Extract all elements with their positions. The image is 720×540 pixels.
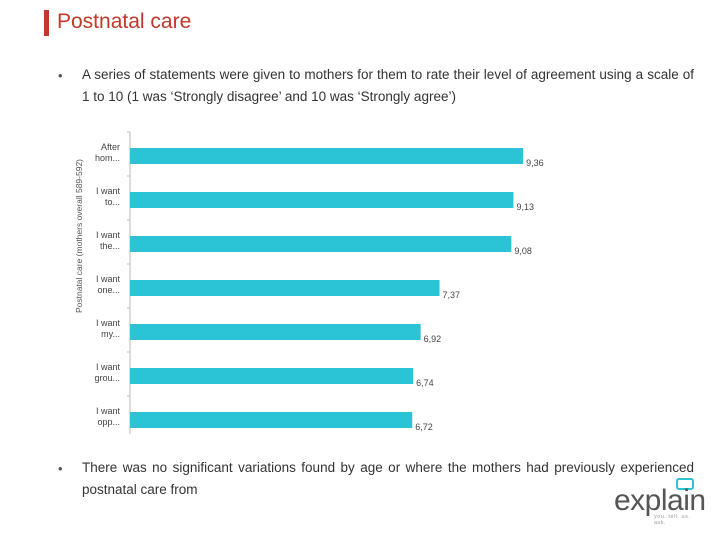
bar: [130, 148, 524, 164]
bullet-statement-findings: There was no significant variations foun…: [82, 460, 694, 497]
value-label: 6,74: [416, 378, 434, 388]
bar: [130, 412, 413, 428]
category-label: I want one...: [96, 274, 121, 295]
category-label: I want opp...: [96, 406, 121, 427]
bar: [130, 368, 414, 384]
title-accent-bar: [44, 10, 49, 36]
category-label: I want the...: [96, 230, 121, 251]
bar: [130, 192, 514, 208]
bullet-marker: •: [58, 461, 63, 476]
bar: [130, 324, 421, 340]
logo-tagline: you. tell. us. ask.: [654, 514, 691, 526]
category-label: After hom...: [95, 142, 120, 163]
value-label: 6,72: [415, 422, 433, 432]
value-label: 9,36: [526, 158, 544, 168]
value-label: 7,37: [443, 290, 461, 300]
speech-bubble-icon: [676, 478, 694, 490]
value-label: 9,08: [514, 246, 532, 256]
bar: [130, 280, 440, 296]
value-label: 6,92: [424, 334, 442, 344]
bullet-marker: •: [58, 68, 63, 83]
y-axis-title: Postnatal care (mothers overall 589-592): [74, 159, 84, 313]
bar: [130, 236, 512, 252]
logo-word: explain: [614, 484, 706, 517]
category-label: I want to...: [96, 186, 121, 207]
explain-logo: explain you. tell. us. ask.: [614, 478, 706, 526]
category-label: I want grou...: [94, 362, 120, 383]
value-label: 9,13: [516, 202, 534, 212]
category-label: I want my...: [96, 318, 121, 339]
bar-chart: Postnatal care (mothers overall 589-592)…: [74, 131, 544, 434]
page-title: Postnatal care: [57, 10, 192, 33]
bullet-statement-intro: A series of statements were given to mot…: [82, 67, 694, 104]
